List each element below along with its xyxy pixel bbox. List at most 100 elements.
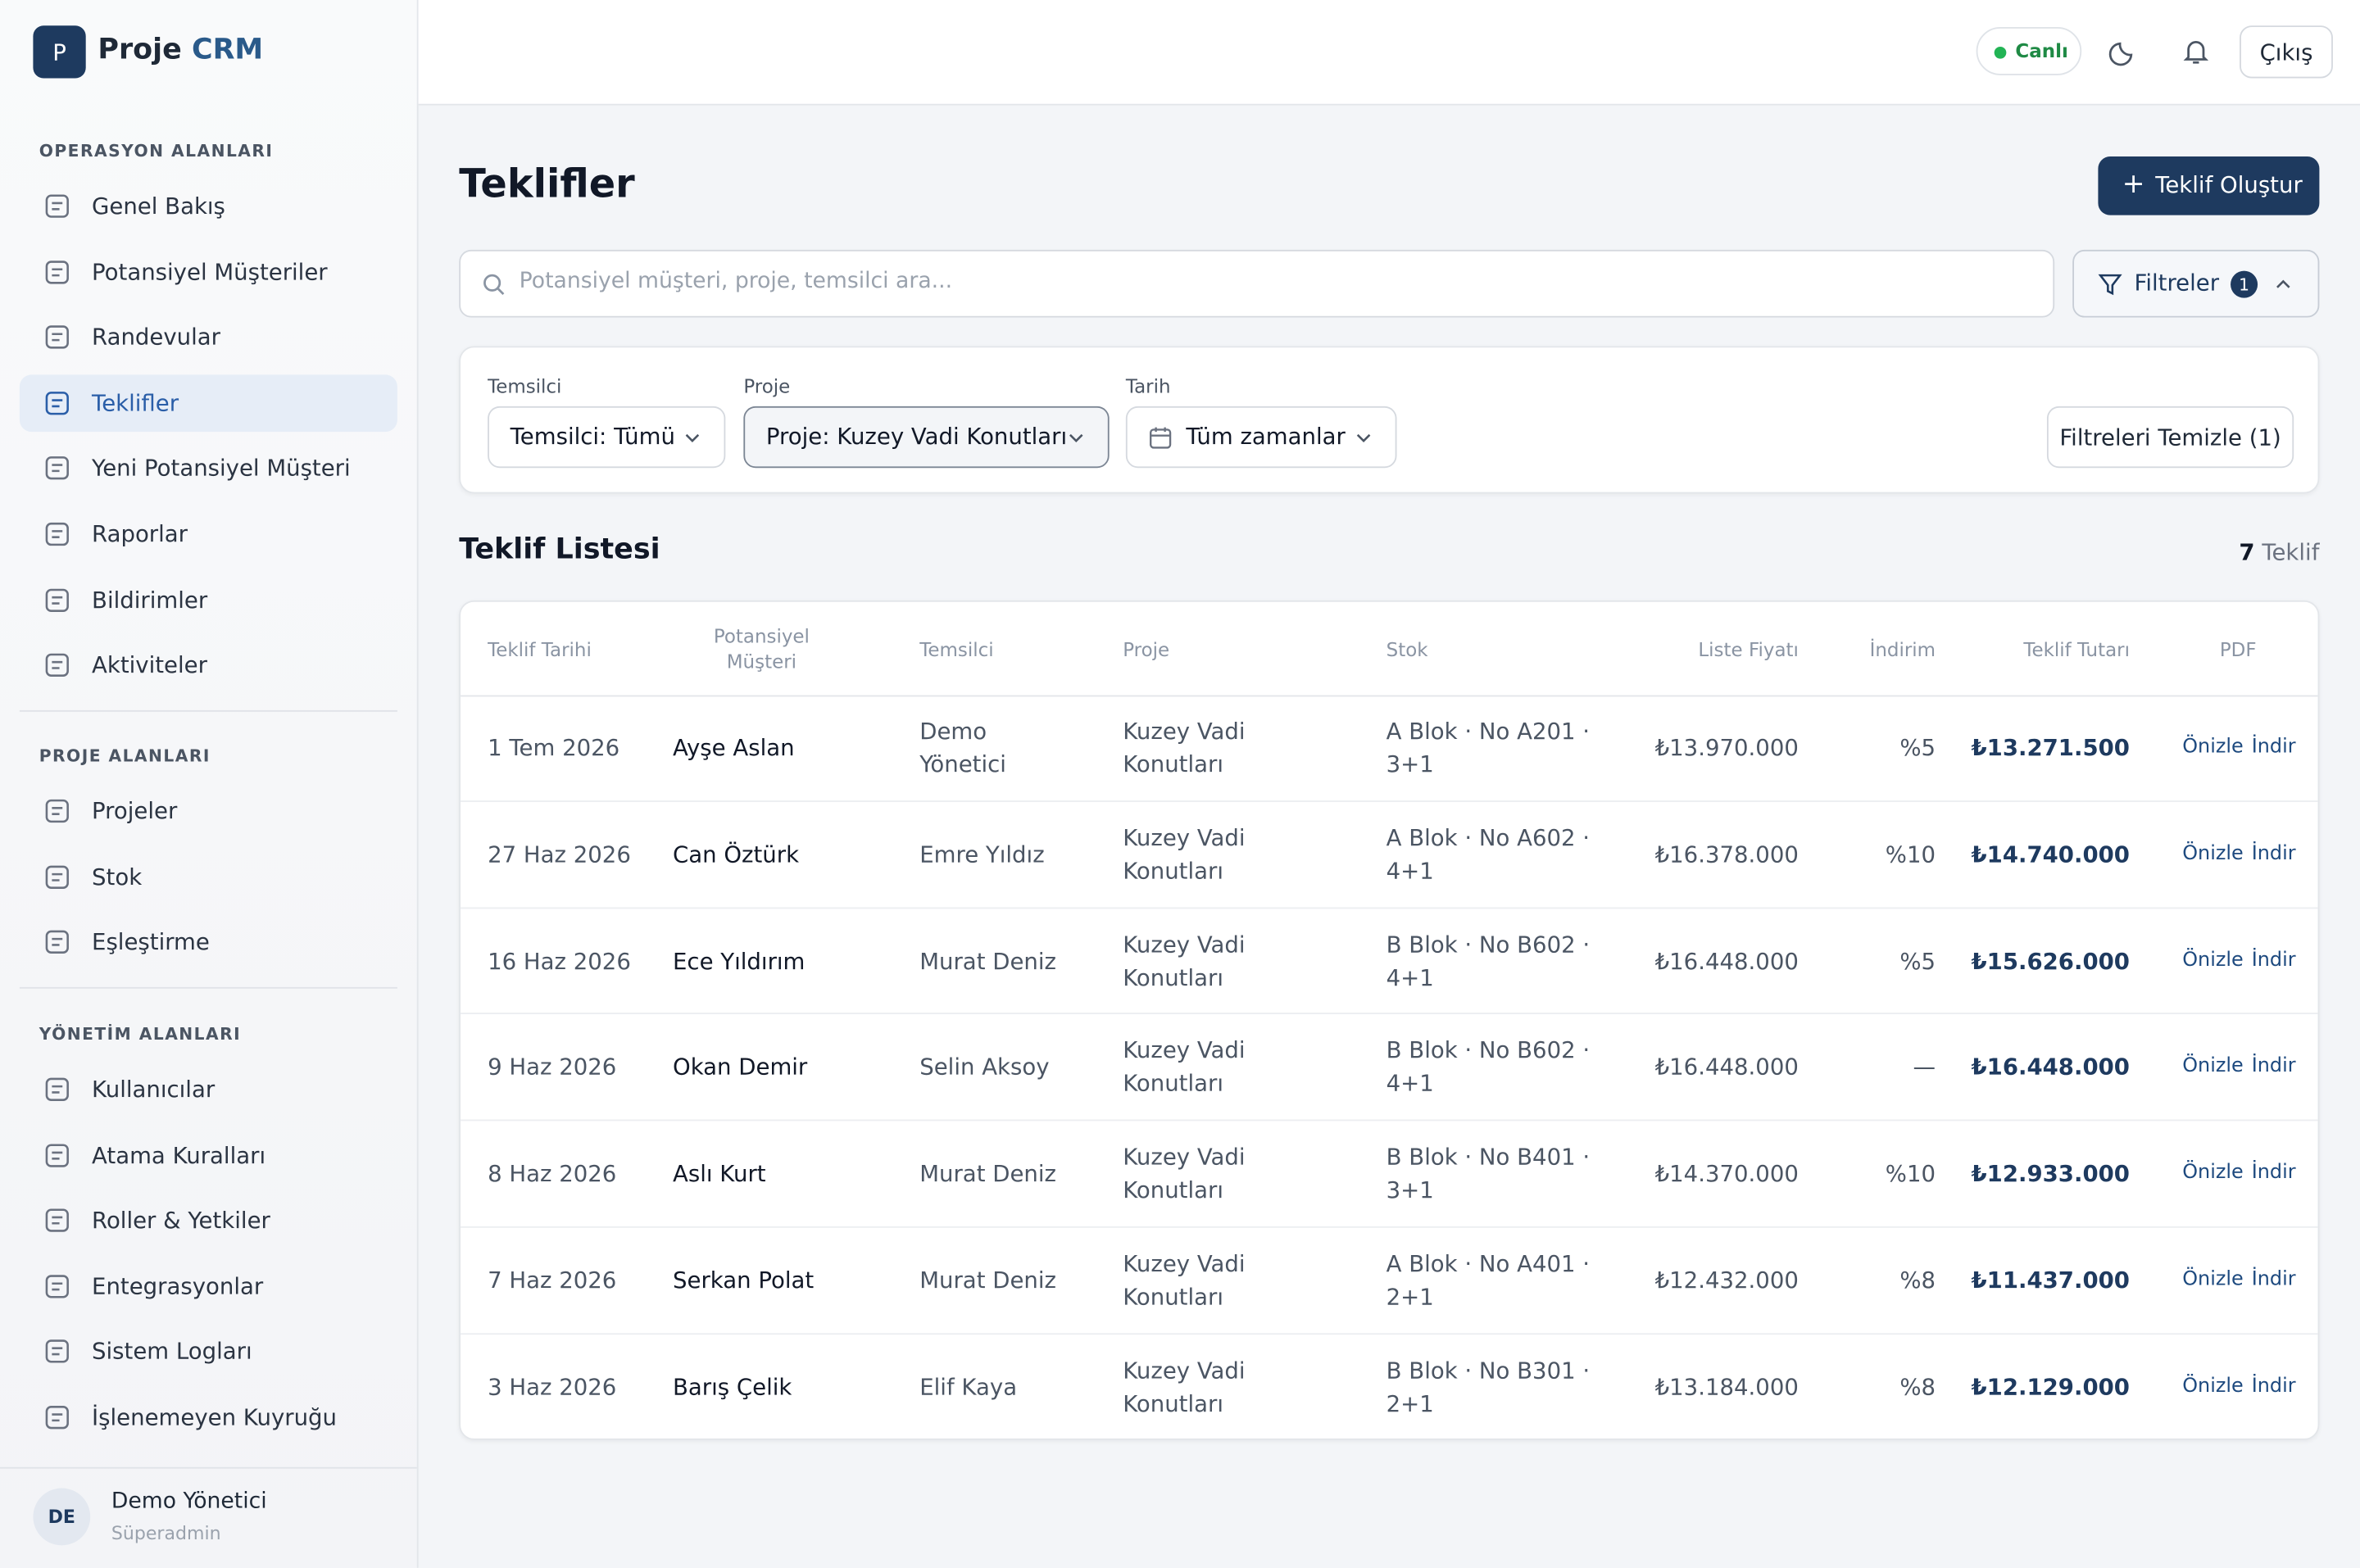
nav-item[interactable]: Eşleştirme	[20, 913, 397, 971]
table-row: 9 Haz 2026 Okan Demir Selin Aksoy Kuzey Vad…	[461, 1015, 2318, 1122]
filter-label: Proje	[743, 374, 791, 397]
nav-item[interactable]: Sistem Logları	[20, 1323, 397, 1380]
pdf-action[interactable]: Önizle	[2182, 1268, 2244, 1291]
table-cell: 27 Haz 2026	[488, 841, 631, 868]
brand: Proje CRM	[98, 33, 263, 66]
nav-item[interactable]: Teklifler	[19, 374, 397, 432]
create-button[interactable]: + Teklif Oluştur	[2098, 156, 2320, 215]
nav-label: Yeni Potansiyel Müşteri	[92, 455, 351, 483]
pdf-action[interactable]: İndir	[2251, 1055, 2296, 1078]
pdf-action[interactable]: Önizle	[2182, 842, 2244, 865]
pdf-action[interactable]: Önizle	[2182, 949, 2244, 972]
filter-value: Tüm zamanlar	[1186, 423, 1346, 451]
table-cell: Kuzey Vadi Konutları	[1123, 1037, 1246, 1098]
search-input[interactable]: Potansiyel müşteri, proje, temsilci ara.…	[459, 249, 2055, 318]
pdf-action[interactable]: Önizle	[2182, 1375, 2244, 1398]
icon-shape	[52, 530, 63, 539]
icon-shape	[52, 1282, 63, 1290]
table-cell: ₺11.437.000	[1971, 1267, 2130, 1294]
nav-label: Eşleştirme	[92, 928, 210, 956]
table-cell: Murat Deniz	[919, 1267, 1057, 1294]
nav-item[interactable]: Aktiviteler	[20, 637, 397, 694]
nav-item[interactable]: Roller & Yetkiler	[20, 1192, 397, 1249]
table-cell: ₺16.448.000	[1654, 947, 1799, 975]
list-title: Teklif Listesi	[459, 532, 660, 566]
nav-item[interactable]: Stok	[20, 848, 397, 905]
divider	[19, 709, 397, 712]
avatar: DE	[33, 1488, 91, 1546]
nav-icon	[45, 587, 69, 612]
nav-item[interactable]: Genel Bakış	[20, 178, 397, 235]
pdf-action[interactable]: İndir	[2251, 842, 2296, 865]
nav-item[interactable]: Yeni Potansiyel Müşteri	[20, 440, 397, 497]
pdf-action[interactable]: İndir	[2251, 1268, 2296, 1291]
icon-shape	[52, 872, 63, 881]
table-cell: Ece Yıldırım	[673, 947, 806, 975]
icon-shape	[52, 398, 63, 407]
column-header: Liste Fiyatı	[1698, 637, 1799, 660]
table-cell: ₺13.271.500	[1971, 734, 2130, 762]
nav-label: Stok	[92, 863, 143, 890]
table-cell: Elif Kaya	[919, 1373, 1018, 1401]
filter-dropdown[interactable]: Temsilci: Tümü	[488, 406, 726, 469]
nav-item[interactable]: Atama Kuralları	[20, 1126, 397, 1184]
nav-icon	[45, 930, 69, 954]
logout-button[interactable]: Çıkış	[2240, 25, 2333, 79]
nav-label: Kullanıcılar	[92, 1076, 216, 1103]
filters-button[interactable]: Filtreler 1	[2072, 249, 2320, 318]
nav-icon	[45, 864, 69, 889]
icon-shape	[45, 1274, 69, 1298]
pdf-action[interactable]: İndir	[2251, 1375, 2296, 1398]
section-title: OPERASYON ALANLARI	[39, 141, 274, 161]
column-header: Proje	[1123, 637, 1170, 660]
nav-item[interactable]: İşlenemeyen Kuyruğu	[20, 1389, 397, 1446]
column-header: Temsilci	[919, 637, 994, 660]
nav-icon	[45, 456, 69, 481]
table-cell: Kuzey Vadi Konutları	[1123, 1144, 1246, 1204]
nav-item[interactable]: Randevular	[20, 309, 397, 366]
nav-label: Raporlar	[92, 520, 188, 548]
quote-table: Teklif Tarihi Potansiyel Müşteri Temsilci P…	[459, 600, 2320, 1440]
table-cell: A Blok · No A602 · 4+1	[1386, 824, 1591, 885]
icon-shape	[52, 1150, 63, 1159]
count: 7	[2239, 538, 2255, 566]
filters-count: 1	[2231, 270, 2258, 298]
pdf-action[interactable]: İndir	[2251, 1162, 2296, 1185]
nav-item[interactable]: Potansiyel Müşteriler	[20, 243, 397, 301]
icon-shape	[45, 194, 69, 218]
nav-icon	[45, 391, 69, 415]
search-icon	[483, 274, 505, 296]
nav-item[interactable]: Projeler	[20, 782, 397, 840]
table-cell: B Blok · No B301 · 2+1	[1386, 1357, 1591, 1417]
nav-item[interactable]: Bildirimler	[20, 571, 397, 628]
nav-icon	[45, 1274, 69, 1298]
nav-item[interactable]: Kullanıcılar	[20, 1061, 397, 1118]
user-role: Süperadmin	[111, 1522, 221, 1544]
pdf-action[interactable]: İndir	[2251, 949, 2296, 972]
icon-shape	[45, 799, 69, 823]
clear-filters[interactable]: Filtreleri Temizle (1)	[2046, 406, 2294, 469]
pdf-action[interactable]: İndir	[2251, 736, 2296, 759]
table-row: 16 Haz 2026 Ece Yıldırım Murat Deniz Kuzey …	[461, 909, 2318, 1015]
pdf-action[interactable]: Önizle	[2182, 1055, 2244, 1078]
nav-item[interactable]: Entegrasyonlar	[20, 1258, 397, 1315]
filter-panel: Filtreleri Temizle (1) Temsilci Temsilci:…	[459, 346, 2320, 494]
table-cell: Kuzey Vadi Konutları	[1123, 718, 1246, 778]
theme-toggle[interactable]	[2108, 36, 2139, 66]
divider	[19, 986, 397, 989]
chevron	[1069, 433, 1083, 442]
filter-dropdown[interactable]: Proje: Kuzey Vadi Konutları	[743, 406, 1110, 469]
notifications[interactable]	[2181, 36, 2211, 66]
filter-dropdown[interactable]: Tüm zamanlar	[1125, 406, 1397, 469]
pdf-action[interactable]: Önizle	[2182, 1162, 2244, 1185]
nav-item[interactable]: Raporlar	[20, 505, 397, 563]
table-cell: 9 Haz 2026	[488, 1054, 617, 1081]
table-cell: Selin Aksoy	[919, 1054, 1050, 1081]
pdf-action[interactable]: Önizle	[2182, 736, 2244, 759]
column-header: Stok	[1386, 637, 1428, 660]
table-cell: Barış Çelik	[673, 1373, 792, 1401]
nav-icon	[45, 1406, 69, 1430]
calendar-icon	[1149, 427, 1172, 449]
nav-label: İşlenemeyen Kuyruğu	[92, 1403, 338, 1431]
table-cell: Emre Yıldız	[919, 841, 1045, 868]
